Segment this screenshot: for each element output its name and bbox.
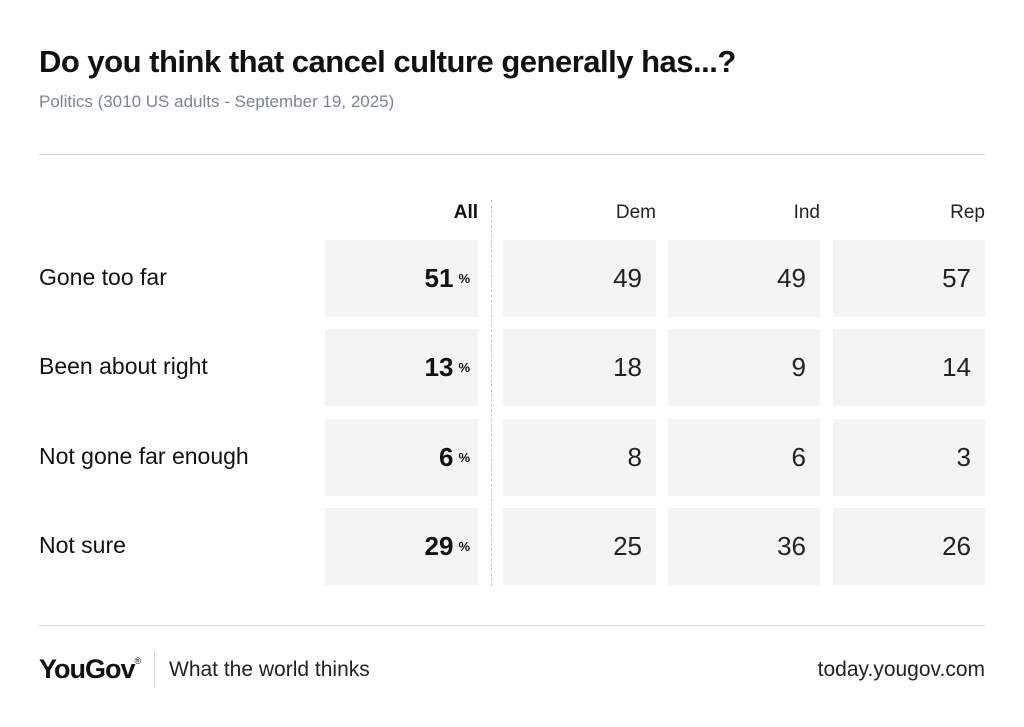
cell-value: 26 <box>942 531 971 561</box>
percent-sign: % <box>458 450 470 465</box>
cell-value: 14 <box>942 352 971 382</box>
cell-value: 18 <box>613 352 642 382</box>
table-cell-dem: 18 <box>503 329 656 406</box>
table-cell-rep: 3 <box>833 419 985 496</box>
table-cell-ind: 6 <box>668 419 820 496</box>
column-header-all: All <box>453 202 478 223</box>
table-cell-dem: 49 <box>503 240 656 317</box>
row-label: Not sure <box>39 532 126 558</box>
table-cell-ind: 36 <box>668 508 820 585</box>
row-label: Not gone far enough <box>39 443 249 469</box>
table-cell-ind: 49 <box>668 240 820 317</box>
footer-separator <box>154 651 155 688</box>
row-label: Gone too far <box>39 264 167 290</box>
table-cell-rep: 26 <box>833 508 985 585</box>
cell-value: 9 <box>791 352 806 382</box>
tagline: What the world thinks <box>169 658 370 681</box>
cell-value: 3 <box>956 442 971 472</box>
site-url: today.yougov.com <box>817 658 985 681</box>
chart-title: Do you think that cancel culture general… <box>39 44 736 79</box>
cell-value: 29 <box>424 531 454 561</box>
table-cell-rep: 14 <box>833 329 985 406</box>
cell-value: 49 <box>777 263 806 293</box>
table-cell-rep: 57 <box>833 240 985 317</box>
all-column-divider <box>491 200 492 586</box>
top-divider <box>39 154 985 155</box>
percent-sign: % <box>458 360 470 375</box>
chart-subtitle: Politics (3010 US adults - September 19,… <box>39 92 395 111</box>
table-cell-all: 6% <box>325 419 478 496</box>
registered-mark: ® <box>134 656 142 666</box>
table-cell-ind: 9 <box>668 329 820 406</box>
cell-value: 13 <box>424 352 454 382</box>
percent-sign: % <box>458 539 470 554</box>
table-cell-all: 51% <box>325 240 478 317</box>
cell-value: 57 <box>942 263 971 293</box>
cell-value: 6 <box>791 442 806 472</box>
percent-sign: % <box>458 271 470 286</box>
cell-value: 49 <box>613 263 642 293</box>
table-cell-dem: 25 <box>503 508 656 585</box>
table-cell-all: 13% <box>325 329 478 406</box>
logo-text: YouGov <box>39 654 136 684</box>
cell-value: 51 <box>424 263 454 293</box>
column-header-dem: Dem <box>615 202 656 223</box>
table-cell-all: 29% <box>325 508 478 585</box>
cell-value: 36 <box>777 531 806 561</box>
cell-value: 8 <box>627 442 642 472</box>
row-label: Been about right <box>39 353 208 379</box>
cell-value: 25 <box>613 531 642 561</box>
column-header-rep: Rep <box>950 202 985 223</box>
table-cell-dem: 8 <box>503 419 656 496</box>
cell-value: 6 <box>438 442 454 472</box>
yougov-logo: YouGov® <box>39 654 142 685</box>
column-header-ind: Ind <box>793 202 820 223</box>
bottom-divider <box>39 625 985 626</box>
